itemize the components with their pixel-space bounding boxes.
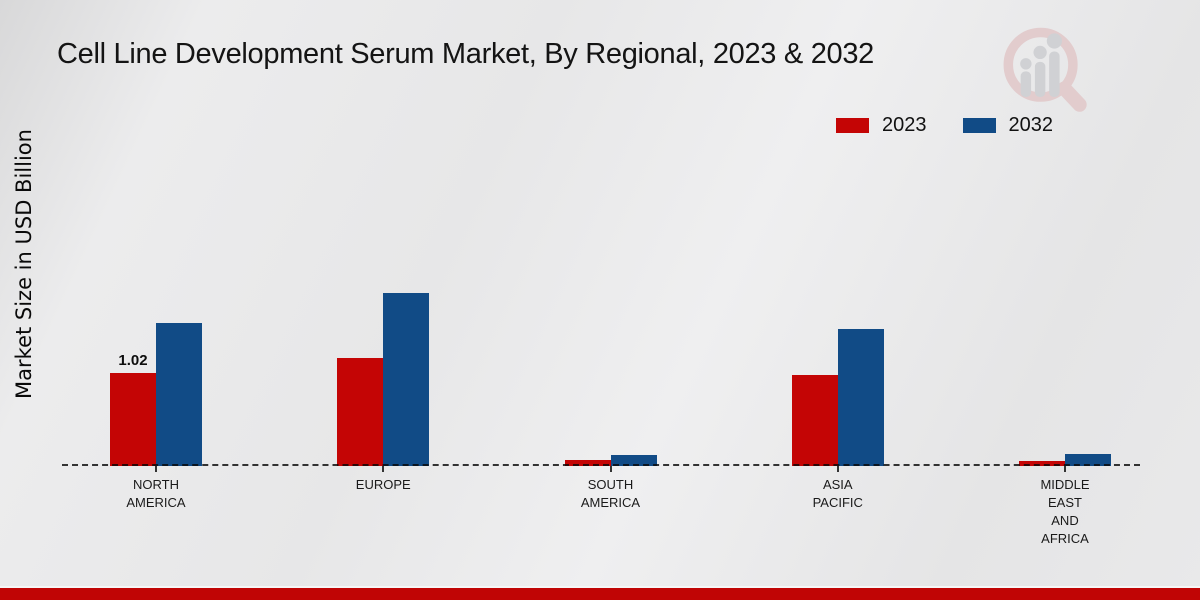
bar-2023-middle-east-and-africa — [1019, 461, 1065, 466]
bar-value-label: 1.02 — [118, 352, 148, 369]
bar-2032-europe — [383, 293, 430, 466]
bar-2023-europe — [337, 358, 384, 466]
bar-2023-south-america — [564, 460, 611, 466]
bar-2023-north-america — [110, 373, 156, 466]
magnifier-bar-chart-logo-icon — [1003, 27, 1087, 112]
legend-swatch-2032-icon — [962, 118, 996, 133]
x-axis-tick-south-america — [609, 466, 612, 472]
footer-bar — [0, 588, 1200, 600]
footer-separator — [0, 586, 1200, 588]
legend: 2023 2032 — [836, 114, 1053, 137]
x-axis-tick-north-america — [155, 466, 157, 472]
bar-2032-middle-east-and-africa — [1065, 454, 1111, 466]
bar-2032-south-america — [610, 455, 657, 466]
bar-2023-asia-pacific — [791, 375, 838, 466]
legend-label-2023: 2023 — [882, 114, 927, 136]
category-label-north-america: NORTH AMERICA — [126, 477, 186, 510]
bar-2032-asia-pacific — [837, 329, 884, 466]
x-axis-tick-europe — [382, 466, 385, 472]
legend-item-2023: 2023 — [836, 114, 927, 137]
bar-2032-north-america — [156, 323, 202, 466]
category-label-asia-pacific: ASIA PACIFIC — [812, 477, 863, 510]
x-axis-baseline — [62, 464, 1140, 466]
category-label-europe: EUROPE — [355, 477, 411, 492]
category-label-middle-east-and-africa: MIDDLE EAST AND AFRICA — [1040, 477, 1090, 546]
legend-item-2032: 2032 — [962, 114, 1054, 137]
legend-label-2032: 2032 — [1008, 114, 1054, 136]
category-label-south-america: SOUTH AMERICA — [580, 477, 641, 510]
x-axis-tick-asia-pacific — [836, 466, 839, 472]
legend-swatch-2023-icon — [836, 118, 869, 133]
x-axis-tick-middle-east-and-africa — [1064, 466, 1066, 472]
chart-title: Cell Line Development Serum Market, By R… — [57, 38, 875, 70]
